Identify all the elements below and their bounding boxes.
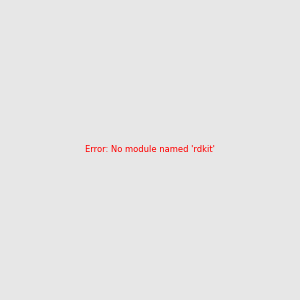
Text: Error: No module named 'rdkit': Error: No module named 'rdkit' (85, 146, 215, 154)
